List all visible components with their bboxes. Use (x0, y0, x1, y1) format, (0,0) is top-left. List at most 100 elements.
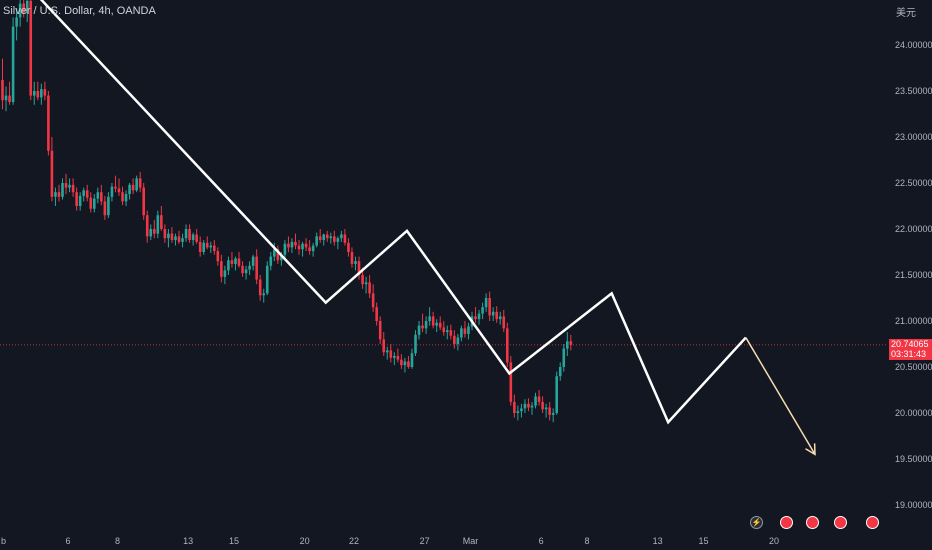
candle-body (156, 215, 160, 234)
candle-body (117, 188, 121, 193)
symbol-title: Silver / U.S. Dollar, 4h, OANDA (3, 5, 156, 17)
candle-body (347, 242, 350, 252)
candle-body (527, 403, 530, 408)
candle-body (82, 190, 85, 196)
flag-icon[interactable] (866, 516, 879, 529)
candle-body (89, 197, 93, 209)
y-tick-label: 19.00000 (895, 500, 932, 510)
flag-icon[interactable] (806, 516, 819, 529)
candle-body (294, 241, 297, 246)
x-tick-label: 6 (539, 536, 544, 546)
x-tick-label: 6 (66, 536, 71, 546)
candle-body (329, 236, 333, 239)
candle-body (191, 234, 195, 241)
candle-body (4, 95, 8, 101)
candle-body (566, 341, 569, 349)
candle-body (142, 187, 145, 216)
candle-body (558, 367, 562, 377)
candle-body (421, 325, 424, 329)
candle-body (417, 325, 421, 335)
candle-body (410, 353, 414, 367)
candle-body (234, 258, 237, 264)
candle-body (371, 293, 375, 308)
candle-body (241, 265, 244, 274)
candle-body (513, 401, 516, 413)
candle-body (304, 243, 308, 248)
flag-icon[interactable] (834, 516, 847, 529)
x-tick-label: 8 (115, 536, 120, 546)
candle-body (354, 261, 357, 264)
candle-body (297, 245, 301, 250)
projection-arrow (745, 337, 816, 455)
candle-body (460, 328, 463, 338)
candle-body (251, 256, 255, 266)
candle-body (181, 238, 184, 242)
candle-body (340, 234, 343, 239)
candle-body (301, 243, 304, 250)
candle-body (85, 190, 89, 198)
candle-body (551, 413, 555, 415)
candle-body (505, 328, 509, 363)
candle-body (438, 322, 442, 328)
y-tick-label: 19.50000 (895, 454, 932, 464)
candle-body (227, 260, 230, 271)
x-tick-label: 20 (769, 536, 779, 546)
candle-body (290, 241, 294, 248)
candle-body (152, 229, 156, 234)
candle-body (205, 242, 209, 248)
candle-body (414, 334, 417, 354)
candle-body (43, 89, 47, 96)
candle-body (138, 178, 142, 188)
flag-icon[interactable] (780, 516, 793, 529)
x-tick-label: 15 (698, 536, 708, 546)
candle-body (555, 376, 559, 413)
candle-body (364, 282, 368, 285)
wave-line (39, 0, 747, 425)
candle-body (54, 192, 57, 197)
candle-body (15, 17, 18, 27)
candle-body (255, 256, 258, 280)
lightning-icon[interactable]: ⚡ (750, 516, 763, 529)
y-tick-label: 21.00000 (895, 316, 932, 326)
candle-body (569, 341, 573, 345)
candle-body (463, 328, 467, 334)
currency-label: 美元 (896, 8, 916, 19)
candle-body (467, 326, 470, 334)
candle-body (481, 307, 484, 314)
candle-body (407, 361, 410, 367)
candle-body (258, 279, 262, 296)
candle-body (209, 245, 213, 248)
candle-body (445, 330, 449, 333)
candle-body (57, 192, 61, 197)
candle-body (29, 0, 33, 96)
candle-body (396, 355, 400, 360)
x-tick-label: b (1, 536, 6, 546)
candle-body (216, 251, 220, 262)
candle-body (322, 234, 326, 241)
y-tick-label: 23.50000 (895, 86, 932, 96)
candle-body (375, 307, 378, 321)
candle-body (435, 322, 438, 326)
candle-body (248, 265, 251, 270)
candle-body (502, 316, 506, 329)
candle-body (523, 403, 527, 409)
candle-body (262, 293, 266, 296)
y-tick-label: 22.50000 (895, 178, 932, 188)
candle-body (230, 260, 234, 264)
candle-body (378, 321, 382, 340)
candle-body (149, 229, 153, 237)
candle-body (198, 241, 202, 252)
candle-body (548, 407, 551, 415)
candle-body (315, 236, 318, 246)
candle-body (36, 91, 40, 98)
candle-body (128, 184, 131, 195)
last-price-value: 20.74065 (891, 339, 929, 349)
candle-body (195, 234, 198, 242)
candle-body (325, 234, 329, 239)
candle-body (177, 236, 181, 242)
candle-body (333, 236, 336, 242)
candle-body (449, 330, 453, 336)
candle-body (393, 355, 396, 358)
x-tick-label: 15 (229, 536, 239, 546)
